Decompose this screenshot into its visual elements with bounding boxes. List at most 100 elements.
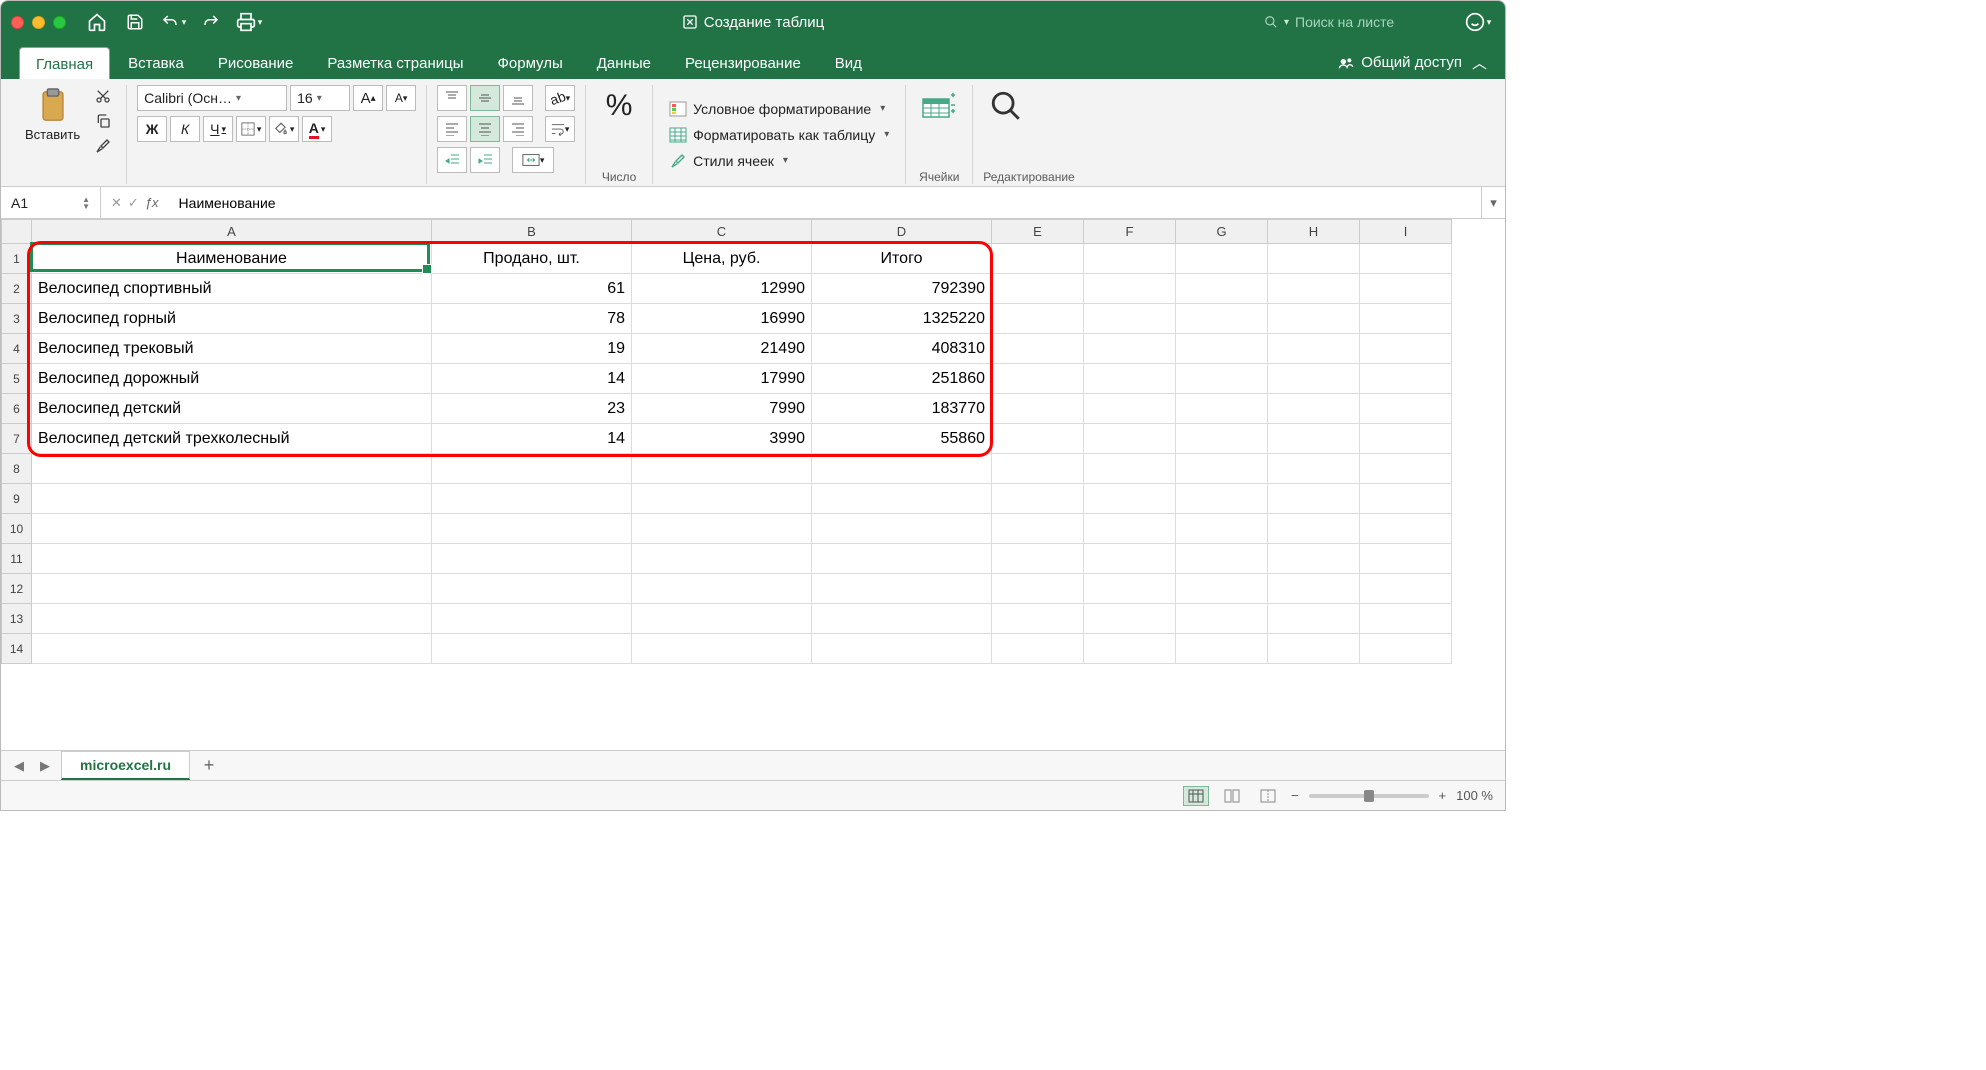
col-header-F[interactable]: F <box>1084 220 1176 244</box>
cell-F3[interactable] <box>1084 304 1176 334</box>
row-header-6[interactable]: 6 <box>2 394 32 424</box>
cell-A8[interactable] <box>32 454 432 484</box>
cell-E4[interactable] <box>992 334 1084 364</box>
font-color-button[interactable]: А▾ <box>302 116 332 142</box>
cell-B2[interactable]: 61 <box>432 274 632 304</box>
cell-G14[interactable] <box>1176 634 1268 664</box>
cell-I1[interactable] <box>1360 244 1452 274</box>
cell-C1[interactable]: Цена, руб. <box>632 244 812 274</box>
col-header-B[interactable]: B <box>432 220 632 244</box>
collapse-ribbon-icon[interactable]: ︿ <box>1472 52 1487 73</box>
cell-D8[interactable] <box>812 454 992 484</box>
number-format-button[interactable]: % <box>596 85 642 127</box>
cell-D12[interactable] <box>812 574 992 604</box>
cell-I13[interactable] <box>1360 604 1452 634</box>
cell-B11[interactable] <box>432 544 632 574</box>
ribbon-tab-4[interactable]: Формулы <box>481 47 578 79</box>
cell-B13[interactable] <box>432 604 632 634</box>
cell-E11[interactable] <box>992 544 1084 574</box>
cell-F9[interactable] <box>1084 484 1176 514</box>
cell-H11[interactable] <box>1268 544 1360 574</box>
paste-button[interactable]: Вставить <box>21 85 84 144</box>
cell-G3[interactable] <box>1176 304 1268 334</box>
home-icon[interactable] <box>80 7 114 37</box>
format-painter-icon[interactable] <box>90 135 116 157</box>
orientation-icon[interactable]: ab▾ <box>545 85 575 111</box>
cell-A3[interactable]: Велосипед горный <box>32 304 432 334</box>
zoom-out-button[interactable]: − <box>1291 788 1299 803</box>
save-icon[interactable] <box>118 7 152 37</box>
cell-D11[interactable] <box>812 544 992 574</box>
cell-E1[interactable] <box>992 244 1084 274</box>
row-header-12[interactable]: 12 <box>2 574 32 604</box>
undo-icon[interactable]: ▾ <box>156 7 190 37</box>
format-as-table-button[interactable]: Форматировать как таблицу <box>663 124 895 146</box>
cell-I5[interactable] <box>1360 364 1452 394</box>
border-button[interactable]: ▾ <box>236 116 266 142</box>
cell-G9[interactable] <box>1176 484 1268 514</box>
fx-icon[interactable]: ƒx <box>145 195 159 210</box>
row-header-14[interactable]: 14 <box>2 634 32 664</box>
cell-E3[interactable] <box>992 304 1084 334</box>
cell-C3[interactable]: 16990 <box>632 304 812 334</box>
cell-H14[interactable] <box>1268 634 1360 664</box>
cell-B12[interactable] <box>432 574 632 604</box>
cell-E7[interactable] <box>992 424 1084 454</box>
row-header-1[interactable]: 1 <box>2 244 32 274</box>
cell-G7[interactable] <box>1176 424 1268 454</box>
cell-B9[interactable] <box>432 484 632 514</box>
cell-G13[interactable] <box>1176 604 1268 634</box>
cell-D13[interactable] <box>812 604 992 634</box>
page-layout-view-icon[interactable] <box>1219 786 1245 806</box>
underline-button[interactable]: Ч▾ <box>203 116 233 142</box>
sheet-nav-prev-icon[interactable]: ◀ <box>9 758 29 774</box>
align-top-icon[interactable] <box>437 85 467 111</box>
cell-I3[interactable] <box>1360 304 1452 334</box>
cell-C4[interactable]: 21490 <box>632 334 812 364</box>
row-header-9[interactable]: 9 <box>2 484 32 514</box>
smile-icon[interactable]: ▾ <box>1461 7 1495 37</box>
cell-I8[interactable] <box>1360 454 1452 484</box>
cell-D6[interactable]: 183770 <box>812 394 992 424</box>
cell-A10[interactable] <box>32 514 432 544</box>
row-header-4[interactable]: 4 <box>2 334 32 364</box>
cell-F5[interactable] <box>1084 364 1176 394</box>
ribbon-tab-1[interactable]: Вставка <box>112 47 200 79</box>
cell-H1[interactable] <box>1268 244 1360 274</box>
cell-G8[interactable] <box>1176 454 1268 484</box>
col-header-D[interactable]: D <box>812 220 992 244</box>
cell-B5[interactable]: 14 <box>432 364 632 394</box>
row-header-3[interactable]: 3 <box>2 304 32 334</box>
zoom-in-button[interactable]: + <box>1439 788 1447 803</box>
cell-E13[interactable] <box>992 604 1084 634</box>
cell-C7[interactable]: 3990 <box>632 424 812 454</box>
row-header-11[interactable]: 11 <box>2 544 32 574</box>
cell-I4[interactable] <box>1360 334 1452 364</box>
cell-E14[interactable] <box>992 634 1084 664</box>
cell-C6[interactable]: 7990 <box>632 394 812 424</box>
cell-G5[interactable] <box>1176 364 1268 394</box>
cell-A7[interactable]: Велосипед детский трехколесный <box>32 424 432 454</box>
cell-H2[interactable] <box>1268 274 1360 304</box>
print-icon[interactable]: ▾ <box>232 7 266 37</box>
cell-G1[interactable] <box>1176 244 1268 274</box>
cell-C9[interactable] <box>632 484 812 514</box>
ribbon-tab-5[interactable]: Данные <box>581 47 667 79</box>
cell-D9[interactable] <box>812 484 992 514</box>
cell-A14[interactable] <box>32 634 432 664</box>
cell-F1[interactable] <box>1084 244 1176 274</box>
italic-button[interactable]: К <box>170 116 200 142</box>
search-box[interactable]: ▾ <box>1256 10 1453 34</box>
cell-G10[interactable] <box>1176 514 1268 544</box>
cell-C14[interactable] <box>632 634 812 664</box>
select-all-corner[interactable] <box>2 220 32 244</box>
cell-I7[interactable] <box>1360 424 1452 454</box>
cell-F11[interactable] <box>1084 544 1176 574</box>
cell-E6[interactable] <box>992 394 1084 424</box>
cell-B3[interactable]: 78 <box>432 304 632 334</box>
row-header-10[interactable]: 10 <box>2 514 32 544</box>
font-size-combo[interactable]: 16▾ <box>290 85 350 111</box>
col-header-G[interactable]: G <box>1176 220 1268 244</box>
cell-G6[interactable] <box>1176 394 1268 424</box>
cell-I12[interactable] <box>1360 574 1452 604</box>
